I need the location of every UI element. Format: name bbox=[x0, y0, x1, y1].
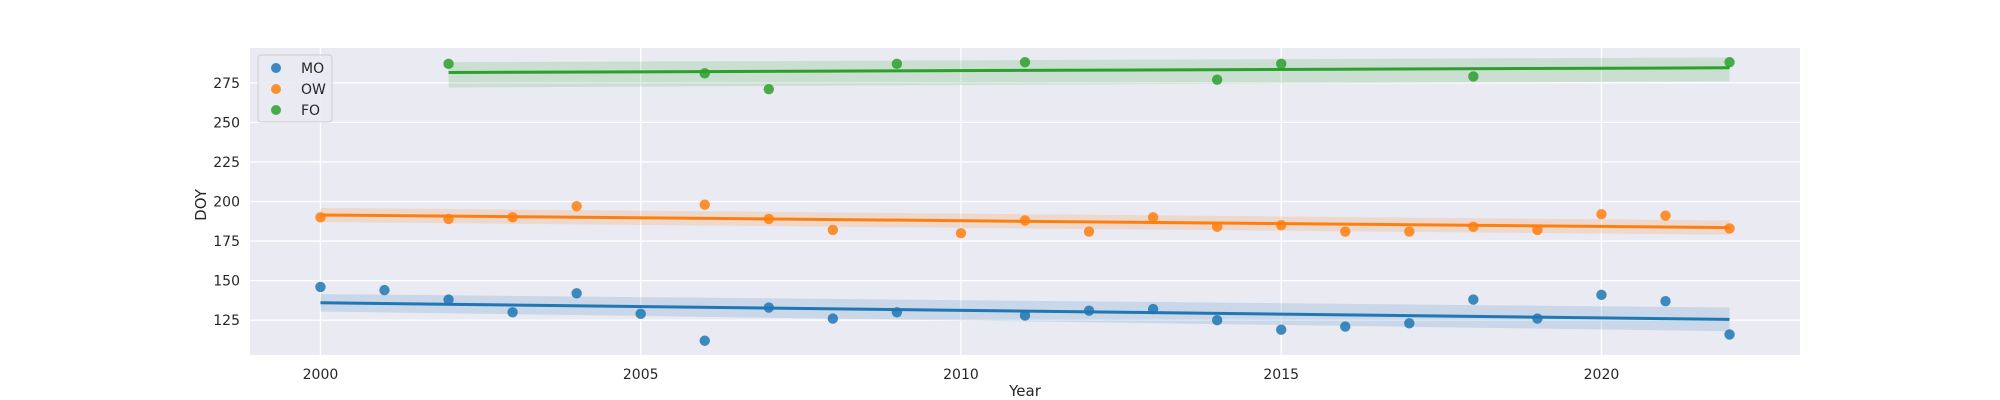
data-point-mo bbox=[443, 294, 454, 305]
data-point-mo bbox=[635, 308, 646, 320]
data-point-ow bbox=[763, 213, 775, 225]
data-point-fo bbox=[891, 58, 903, 70]
data-point-ow bbox=[1340, 226, 1351, 237]
data-point-fo bbox=[1724, 57, 1735, 68]
x-tick-label: 2015 bbox=[1263, 367, 1299, 383]
data-point-ow bbox=[1532, 224, 1543, 236]
data-point-ow bbox=[1147, 212, 1159, 223]
data-point-ow bbox=[1083, 226, 1095, 237]
data-point-mo bbox=[763, 302, 775, 313]
data-point-mo bbox=[1211, 314, 1223, 326]
data-point-fo bbox=[443, 58, 454, 70]
x-axis-ticks: 2000 2005 2010 2015 2020 bbox=[303, 367, 1620, 383]
x-axis-label: Year bbox=[1008, 382, 1042, 400]
x-tick-label: 2010 bbox=[943, 367, 979, 383]
legend-label-fo: FO bbox=[301, 103, 320, 119]
data-point-mo bbox=[1596, 289, 1607, 301]
data-point-mo bbox=[891, 307, 903, 318]
data-point-mo bbox=[1660, 295, 1671, 307]
x-tick-label: 2000 bbox=[303, 367, 339, 383]
y-axis-label: DOY bbox=[192, 188, 210, 221]
data-point-mo bbox=[1468, 294, 1479, 305]
data-point-ow bbox=[571, 201, 582, 212]
data-point-fo bbox=[1019, 57, 1031, 68]
legend-label-ow: OW bbox=[301, 82, 326, 98]
data-point-ow bbox=[1660, 210, 1671, 221]
data-point-fo bbox=[699, 68, 710, 79]
data-point-ow bbox=[1468, 221, 1479, 233]
data-point-ow bbox=[1019, 215, 1031, 226]
y-tick-label: 250 bbox=[213, 115, 240, 131]
y-tick-label: 125 bbox=[213, 313, 240, 329]
y-tick-label: 225 bbox=[213, 155, 240, 171]
data-point-ow bbox=[1404, 226, 1415, 237]
data-point-mo bbox=[315, 281, 326, 293]
confidence-band-fo bbox=[448, 57, 1730, 88]
data-point-ow bbox=[315, 212, 326, 223]
x-tick-label: 2005 bbox=[623, 367, 659, 383]
y-tick-label: 150 bbox=[213, 274, 240, 290]
grid-lines bbox=[250, 48, 1800, 355]
data-point-ow bbox=[1275, 220, 1287, 231]
legend-marker-fo bbox=[271, 105, 281, 115]
data-points bbox=[315, 57, 1735, 346]
data-point-ow bbox=[1596, 208, 1607, 220]
data-point-mo bbox=[1147, 303, 1159, 315]
data-point-ow bbox=[507, 212, 518, 223]
data-point-mo bbox=[1019, 310, 1031, 321]
regression-line-fo bbox=[448, 66, 1730, 75]
data-point-fo bbox=[1211, 74, 1223, 85]
data-point-ow bbox=[955, 227, 967, 239]
legend-marker-ow bbox=[271, 84, 281, 94]
data-point-mo bbox=[1724, 329, 1735, 340]
data-point-ow bbox=[1211, 221, 1223, 233]
data-point-ow bbox=[827, 224, 839, 236]
y-tick-label: 275 bbox=[213, 76, 240, 92]
data-point-mo bbox=[379, 284, 390, 296]
legend: MO OW FO bbox=[257, 54, 333, 123]
data-point-mo bbox=[1275, 324, 1287, 335]
data-point-mo bbox=[1083, 305, 1095, 316]
data-point-mo bbox=[827, 313, 839, 324]
data-point-mo bbox=[1532, 313, 1543, 324]
data-point-ow bbox=[443, 213, 454, 225]
data-point-mo bbox=[1340, 321, 1351, 332]
legend-marker-mo bbox=[271, 63, 281, 73]
data-point-fo bbox=[1275, 58, 1287, 70]
y-axis-ticks: 125 150 175 200 225 250 275 bbox=[213, 76, 240, 329]
data-point-mo bbox=[1404, 318, 1415, 329]
data-point-ow bbox=[699, 199, 710, 210]
data-point-mo bbox=[699, 335, 710, 346]
legend-label-mo: MO bbox=[301, 61, 324, 77]
data-point-mo bbox=[507, 307, 518, 318]
data-point-fo bbox=[763, 83, 775, 95]
data-point-mo bbox=[571, 288, 582, 299]
y-tick-label: 175 bbox=[213, 234, 240, 250]
y-tick-label: 200 bbox=[213, 195, 240, 211]
data-point-fo bbox=[1468, 71, 1479, 82]
data-point-ow bbox=[1724, 223, 1735, 234]
x-tick-label: 2020 bbox=[1584, 367, 1620, 383]
